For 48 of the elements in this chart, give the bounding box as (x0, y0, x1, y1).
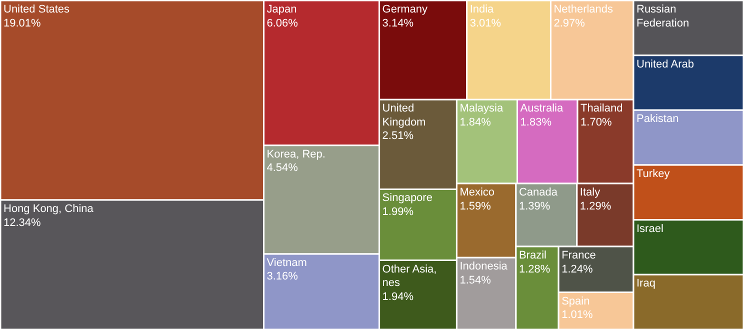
data-label: 1.84% (460, 116, 492, 128)
data-label: 3.16% (266, 270, 298, 283)
data-label: 3.14% (382, 17, 414, 30)
category-label: Canada (518, 186, 558, 199)
category-label: France (562, 250, 596, 262)
category-label: Netherlands (554, 4, 614, 16)
category-label: Australia (520, 102, 564, 115)
data-label: 1.99% (382, 206, 414, 218)
category-label: Pakistan (636, 113, 679, 126)
category-label: Brazil (518, 250, 546, 262)
category-label: United Kingdom (382, 102, 426, 128)
data-label: 1.39% (518, 200, 550, 212)
data-label: 1.94% (382, 290, 414, 303)
data-label: 1.83% (520, 116, 552, 128)
data-label: 1.54% (460, 274, 492, 286)
data-label: 1.24% (562, 263, 593, 276)
category-label: Singapore (382, 192, 432, 204)
data-label: 2.51% (382, 130, 414, 142)
data-label: 1.59% (460, 200, 492, 212)
category-label: Korea, Rep. (266, 148, 326, 160)
category-label: Thailand (580, 102, 623, 115)
data-label: 3.01% (470, 17, 502, 30)
data-label: 1.70% (580, 116, 612, 128)
category-label: Iraq (636, 278, 656, 290)
data-label: 12.34% (4, 216, 42, 229)
category-label: Italy (580, 186, 601, 199)
data-label: 6.06% (266, 17, 298, 30)
category-label: United States (4, 4, 70, 16)
data-label: 1.29% (580, 200, 612, 212)
category-label: Malaysia (460, 102, 504, 115)
data-label: 4.54% (266, 162, 298, 174)
category-label: Israel (636, 222, 664, 235)
category-label: India (470, 4, 495, 16)
category-label: Germany (382, 4, 428, 16)
data-label: 2.97% (554, 17, 586, 30)
category-label: Spain (562, 295, 590, 308)
category-label: Russian Federation (636, 4, 690, 30)
category-label: United Arab (636, 58, 694, 70)
data-label: 1.28% (518, 263, 550, 276)
data-label: 1.01% (562, 309, 593, 322)
category-label: Turkey (636, 168, 670, 180)
category-label: Vietnam (266, 256, 307, 269)
category-label: Japan (266, 4, 297, 16)
category-label: Mexico (460, 186, 495, 199)
category-label: Indonesia (460, 260, 508, 273)
category-label: Hong Kong, China (4, 203, 94, 215)
category-label: Other Asia, nes (382, 263, 437, 290)
data-label: 19.01% (4, 17, 42, 30)
